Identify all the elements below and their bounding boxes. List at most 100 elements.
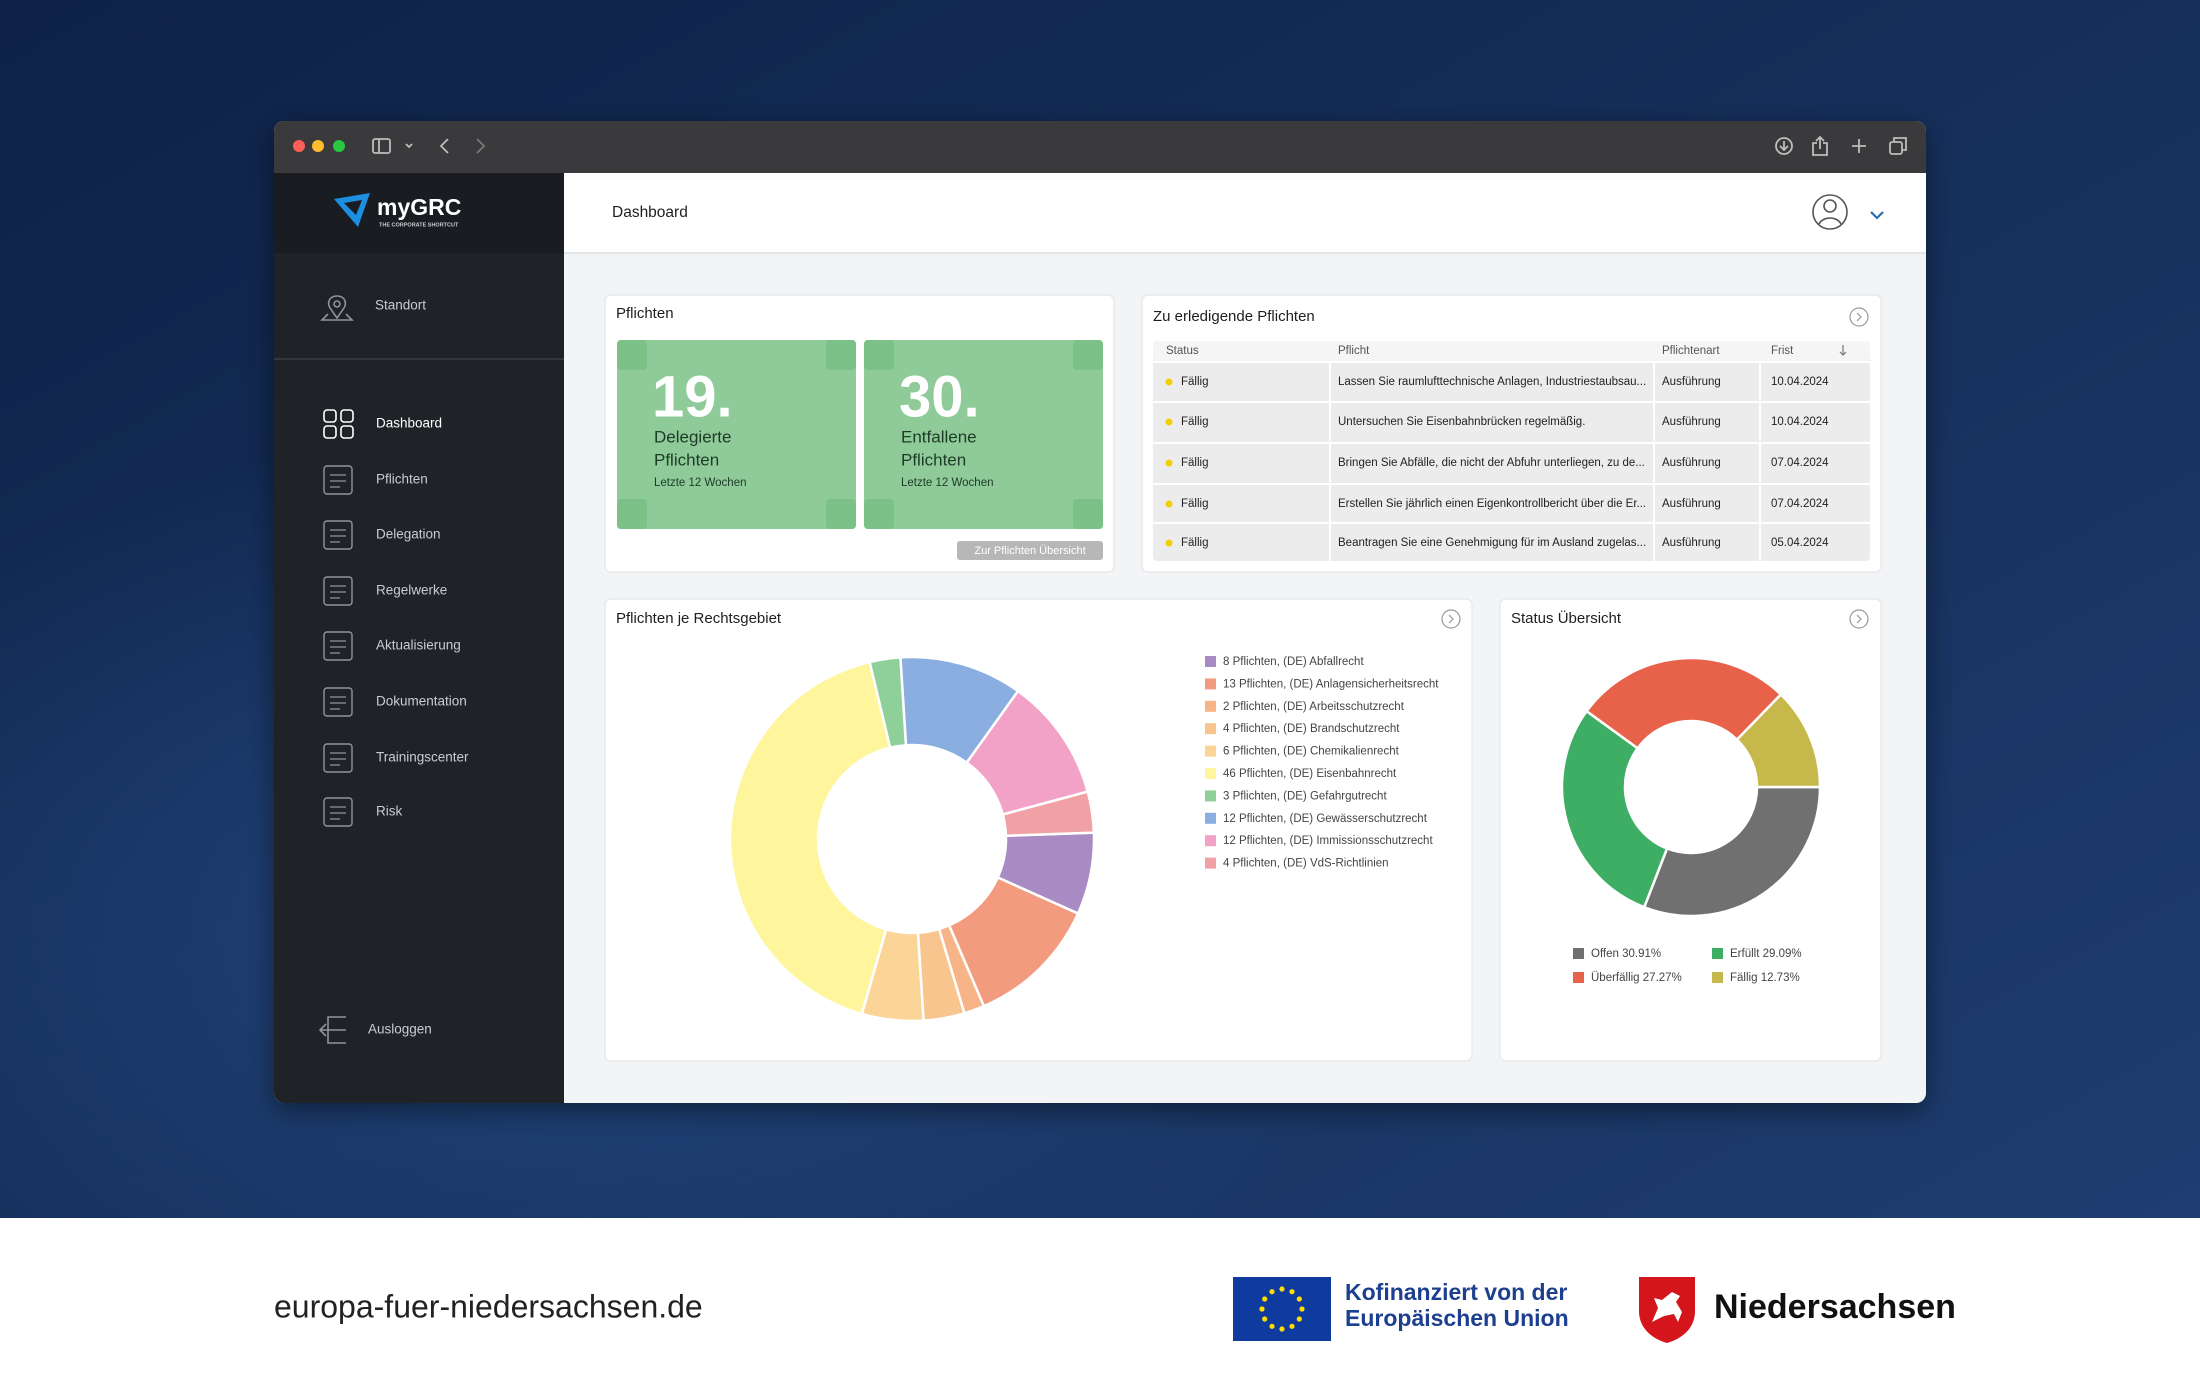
logout-icon bbox=[318, 1016, 346, 1044]
overview-button[interactable] bbox=[957, 541, 1103, 560]
user-menu-chevron[interactable] bbox=[1870, 211, 1884, 220]
menu-icon bbox=[323, 576, 353, 606]
logo-tagline: THE CORPORATE SHORTCUT bbox=[379, 222, 459, 228]
table-cell: Fällig bbox=[1181, 498, 1208, 510]
table-cell: 07.04.2024 bbox=[1771, 498, 1829, 510]
state-crest-horse bbox=[1652, 1292, 1682, 1322]
eu-star bbox=[1289, 1323, 1295, 1329]
eu-star bbox=[1269, 1323, 1275, 1329]
minimize-button[interactable] bbox=[312, 140, 324, 152]
menu-icon bbox=[340, 425, 354, 439]
menu-item[interactable]: Pflichten bbox=[323, 465, 428, 495]
legend-category: Erfüllt bbox=[1730, 948, 1760, 960]
overview-button-label[interactable]: Zur Pflichten Übersicht bbox=[974, 545, 1085, 557]
menu-item[interactable]: Dokumentation bbox=[323, 687, 467, 717]
table-cell: 05.04.2024 bbox=[1771, 537, 1829, 549]
menu-label[interactable]: Trainingscenter bbox=[376, 750, 469, 765]
table-header bbox=[1153, 341, 1870, 361]
logo-text: myGRC bbox=[377, 194, 461, 220]
table-cell: Beantragen Sie eine Genehmigung für im A… bbox=[1338, 537, 1646, 549]
card-title: Status Übersicht bbox=[1511, 609, 1622, 627]
menu-item[interactable]: Aktualisierung bbox=[323, 631, 461, 661]
menu-label[interactable]: Aktualisierung bbox=[376, 638, 461, 653]
menu-label[interactable]: Dokumentation bbox=[376, 694, 467, 709]
menu-icon bbox=[323, 409, 337, 423]
close-button[interactable] bbox=[293, 140, 305, 152]
legend-category: Fällig bbox=[1730, 972, 1757, 984]
legend-category: (DE) VdS-Richtlinien bbox=[1283, 858, 1388, 870]
legend-label: Fällig 12.73% bbox=[1730, 972, 1800, 984]
menu-label[interactable]: Risk bbox=[376, 804, 402, 819]
table-cell: Erstellen Sie jährlich einen Eigenkontro… bbox=[1338, 498, 1646, 510]
sidebar bbox=[274, 173, 564, 1103]
title-bar bbox=[274, 121, 1926, 173]
legend-swatch bbox=[1205, 678, 1216, 690]
tile-label: Pflichten bbox=[654, 450, 719, 469]
legend-value: 30.91% bbox=[1622, 948, 1661, 960]
pie-slice bbox=[1560, 709, 1669, 909]
table-cell: Fällig bbox=[1181, 376, 1208, 388]
legend-value: 4 Pflichten, bbox=[1223, 723, 1280, 735]
card-open-buttons[interactable] bbox=[1441, 307, 1869, 629]
legend-category: Überfällig bbox=[1591, 972, 1640, 984]
menu-label[interactable]: Regelwerke bbox=[376, 583, 447, 598]
legend-value: 13 Pflichten, bbox=[1223, 678, 1286, 690]
menu-icon bbox=[330, 640, 346, 654]
pie-slice bbox=[728, 660, 892, 1016]
user-menu[interactable] bbox=[1812, 194, 1848, 230]
tile-corner bbox=[617, 499, 647, 529]
legend-swatch bbox=[1205, 768, 1216, 779]
menu-item[interactable]: Dashboard bbox=[323, 409, 442, 439]
tile-corner bbox=[1073, 499, 1103, 529]
legend-category: (DE) Gefahrgutrecht bbox=[1283, 790, 1387, 802]
menu-item[interactable]: Trainingscenter bbox=[323, 743, 469, 773]
legend-label: 12 Pflichten, (DE) Immissionsschutzrecht bbox=[1223, 835, 1433, 847]
legend-label: 46 Pflichten, (DE) Eisenbahnrecht bbox=[1223, 768, 1397, 780]
eu-star bbox=[1259, 1306, 1265, 1312]
legend-swatch bbox=[1205, 700, 1216, 712]
eu-star bbox=[1279, 1326, 1285, 1332]
legend-label: 6 Pflichten, (DE) Chemikalienrecht bbox=[1223, 746, 1400, 758]
menu-icon bbox=[330, 696, 346, 710]
table-cell: Ausführung bbox=[1662, 498, 1721, 510]
legend-swatch bbox=[1205, 745, 1216, 757]
legend-category: Offen bbox=[1591, 948, 1619, 960]
menu-label[interactable]: Dashboard bbox=[376, 416, 442, 431]
menu-item[interactable]: Regelwerke bbox=[323, 576, 447, 606]
eu-stars bbox=[1259, 1286, 1305, 1332]
legend-label: 2 Pflichten, (DE) Arbeitsschutzrecht bbox=[1223, 701, 1405, 713]
legend-label: Offen 30.91% bbox=[1591, 948, 1661, 960]
zoom-button[interactable] bbox=[333, 140, 345, 152]
legend-label: 3 Pflichten, (DE) Gefahrgutrecht bbox=[1223, 790, 1387, 802]
tile-corner bbox=[617, 340, 647, 370]
tile-label: Delegierte bbox=[654, 427, 732, 446]
toolbar-icons bbox=[372, 135, 1907, 156]
card-title: Zu erledigende Pflichten bbox=[1153, 308, 1315, 325]
menu-icon bbox=[323, 797, 353, 827]
status-chart: Offen 30.91% Erfüllt 29.09% Überfällig 27.… bbox=[1560, 656, 1822, 984]
legend-value: 12 Pflichten, bbox=[1223, 835, 1286, 847]
card-title: Pflichten je Rechtsgebiet bbox=[616, 610, 782, 627]
menu-item[interactable]: Delegation bbox=[323, 520, 441, 550]
logo-area bbox=[274, 173, 564, 253]
menu-label[interactable]: Pflichten bbox=[376, 472, 428, 487]
table-cell: Ausführung bbox=[1662, 416, 1721, 428]
legend-swatch bbox=[1205, 812, 1216, 824]
menu-label[interactable]: Delegation bbox=[376, 527, 441, 542]
sort-icon[interactable] bbox=[1839, 345, 1847, 356]
tile-value: 19. bbox=[652, 364, 733, 429]
location-label[interactable]: Standort bbox=[375, 298, 426, 313]
legend-label: 4 Pflichten, (DE) VdS-Richtlinien bbox=[1223, 858, 1389, 870]
tile-period: Letzte 12 Wochen bbox=[654, 477, 747, 489]
pie-slice bbox=[1642, 785, 1822, 918]
eu-star bbox=[1269, 1289, 1275, 1295]
legend-value: 6 Pflichten, bbox=[1223, 746, 1280, 758]
menu-item[interactable]: Risk bbox=[323, 797, 402, 827]
logo-mark-inner bbox=[344, 200, 362, 215]
eu-star bbox=[1296, 1296, 1302, 1302]
legend-swatch bbox=[1712, 972, 1723, 983]
tile-period: Letzte 12 Wochen bbox=[901, 477, 994, 489]
logout-label[interactable]: Ausloggen bbox=[368, 1022, 432, 1037]
status-dot bbox=[1165, 459, 1173, 467]
legend-category: (DE) Immissionsschutzrecht bbox=[1290, 835, 1434, 847]
